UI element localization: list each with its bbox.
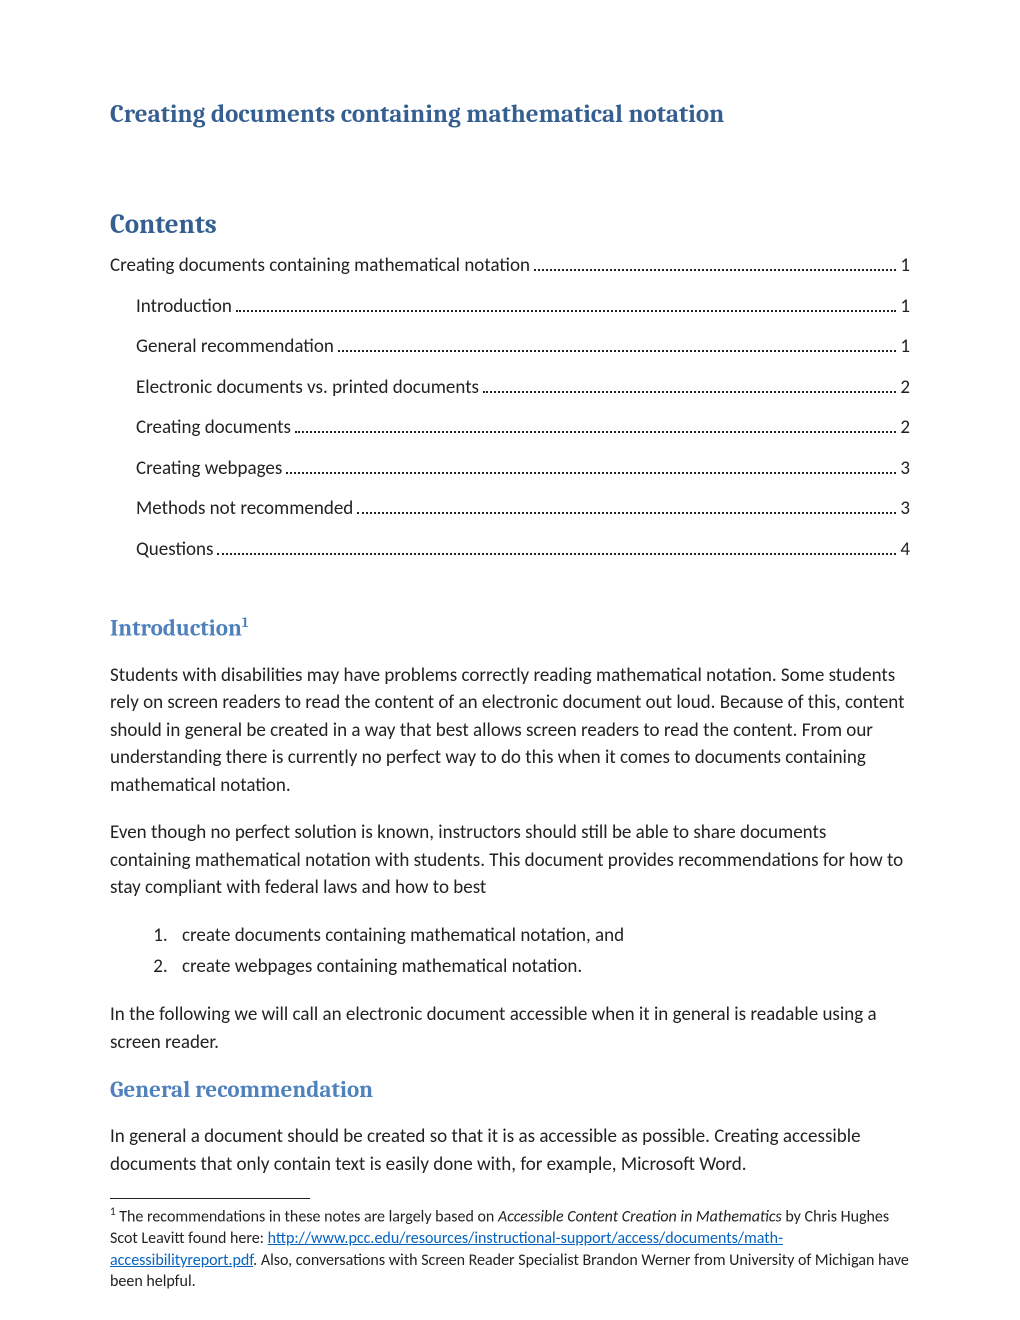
intro-paragraph-2: Even though no perfect solution is known… (110, 819, 910, 902)
general-recommendation-heading: General recommendation (110, 1076, 910, 1103)
toc-page-number: 1 (900, 252, 910, 281)
toc-label: Electronic documents vs. printed documen… (136, 374, 479, 403)
toc-label: Creating documents containing mathematic… (110, 252, 530, 281)
document-title: Creating documents containing mathematic… (110, 100, 910, 129)
toc-label: Creating webpages (136, 455, 282, 484)
toc-leader-dots (217, 536, 896, 555)
introduction-heading: Introduction1 (110, 614, 910, 642)
footnote-pre: The recommendations in these notes are l… (116, 1208, 498, 1227)
toc-leader-dots (357, 495, 896, 514)
toc-page-number: 2 (900, 374, 910, 403)
toc-entry[interactable]: Creating webpages 3 (110, 455, 910, 484)
general-paragraph-1: In general a document should be created … (110, 1123, 910, 1178)
toc-leader-dots (534, 252, 896, 271)
footnote-1: 1 The recommendations in these notes are… (110, 1205, 910, 1293)
list-item: create webpages containing mathematical … (172, 953, 910, 982)
intro-paragraph-1: Students with disabilities may have prob… (110, 662, 910, 800)
toc-entry[interactable]: Electronic documents vs. printed documen… (110, 374, 910, 403)
toc-label: Introduction (136, 293, 232, 322)
intro-list: create documents containing mathematical… (172, 922, 910, 981)
toc-entry[interactable]: General recommendation 1 (110, 333, 910, 362)
toc-page-number: 2 (900, 414, 910, 443)
introduction-heading-text: Introduction (110, 615, 242, 642)
toc-page-number: 4 (900, 536, 910, 565)
footnote-ref: 1 (242, 614, 248, 631)
toc-leader-dots (483, 374, 896, 393)
toc-label: General recommendation (136, 333, 334, 362)
toc-page-number: 3 (900, 495, 910, 524)
toc-page-number: 3 (900, 455, 910, 484)
toc-label: Methods not recommended (136, 495, 353, 524)
footnote-rule (110, 1198, 310, 1199)
toc-entry[interactable]: Methods not recommended 3 (110, 495, 910, 524)
toc-entry[interactable]: Introduction 1 (110, 293, 910, 322)
toc-leader-dots (286, 455, 896, 474)
list-item: create documents containing mathematical… (172, 922, 910, 951)
footnote-italic: Accessible Content Creation in Mathemati… (498, 1208, 782, 1227)
toc-leader-dots (295, 414, 896, 433)
toc-entry[interactable]: Creating documents 2 (110, 414, 910, 443)
contents-heading: Contents (110, 209, 910, 240)
toc-label: Questions (136, 536, 213, 565)
toc-entry[interactable]: Questions 4 (110, 536, 910, 565)
toc-entry[interactable]: Creating documents containing mathematic… (110, 252, 910, 281)
toc-leader-dots (236, 293, 896, 312)
table-of-contents: Creating documents containing mathematic… (110, 252, 910, 564)
intro-paragraph-3: In the following we will call an electro… (110, 1001, 910, 1056)
toc-page-number: 1 (900, 293, 910, 322)
toc-label: Creating documents (136, 414, 291, 443)
toc-page-number: 1 (900, 333, 910, 362)
toc-leader-dots (338, 333, 896, 352)
